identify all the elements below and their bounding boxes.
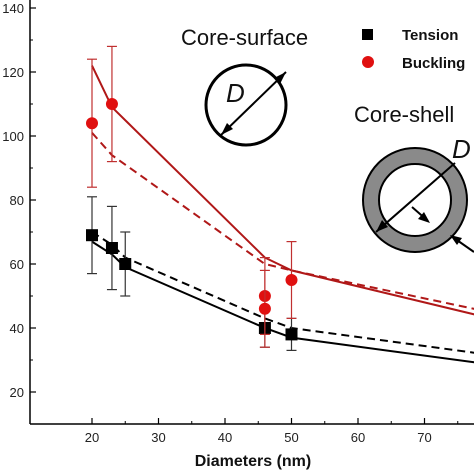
buckling-data-point (86, 117, 98, 130)
tension-data-point (119, 258, 132, 270)
core-surface-diameter-arrow (220, 71, 287, 136)
core-surface-inset: Core-surface D (181, 25, 308, 147)
tension-data-point (105, 242, 118, 254)
y-tick-label: 80 (10, 193, 24, 208)
legend-buckling-label: Buckling (402, 55, 465, 72)
x-tick-label: 50 (284, 430, 298, 445)
tension-data-point (285, 328, 298, 341)
arrowhead-icon (221, 123, 233, 135)
x-tick-label: 20 (85, 430, 99, 445)
core-surface-diameter-symbol: D (226, 78, 245, 108)
y-tick-labels: 20 40 60 80 100 120 140 (2, 1, 24, 400)
x-axis-label: Diameters (nm) (195, 453, 311, 470)
y-tick-label: 40 (10, 321, 24, 336)
core-shell-label: Core-shell (354, 102, 454, 127)
core-shell-inset: Core-shell D (354, 102, 474, 253)
dashed-fit-line (91, 132, 474, 310)
arrowhead-icon (450, 235, 462, 245)
x-tick-labels: 20304050607080 (85, 430, 432, 445)
axes (29, 0, 474, 425)
buckling-data-point (258, 302, 271, 315)
y-tick-label: 120 (2, 65, 24, 80)
y-tick-label: 100 (2, 129, 24, 144)
x-tick-label: 70 (417, 430, 431, 445)
core-shell-diameter-symbol: D (452, 134, 471, 164)
x-tick-label: 60 (351, 430, 365, 445)
y-tick-label: 60 (10, 257, 24, 272)
arrowhead-icon (418, 212, 430, 223)
y-tick-label: 140 (2, 1, 24, 16)
core-surface-circle (204, 63, 288, 147)
legend: Tension Buckling (362, 27, 465, 72)
y-tick-label: 20 (10, 385, 24, 400)
x-tick-label: 30 (151, 430, 165, 445)
arrowhead-icon (376, 220, 388, 232)
core-surface-label: Core-surface (181, 25, 308, 50)
x-tick-label: 40 (218, 430, 232, 445)
legend-circle-marker (362, 56, 374, 68)
core-shell-diameter-arrow (375, 162, 456, 233)
buckling-data-point (285, 274, 298, 286)
buckling-data-point (105, 98, 118, 110)
series-layer (86, 45, 474, 364)
solid-fit-line (91, 240, 474, 364)
tension-data-point (86, 229, 98, 242)
legend-square-marker (362, 29, 373, 40)
legend-tension-label: Tension (402, 27, 458, 44)
arrowhead-icon (274, 72, 286, 84)
